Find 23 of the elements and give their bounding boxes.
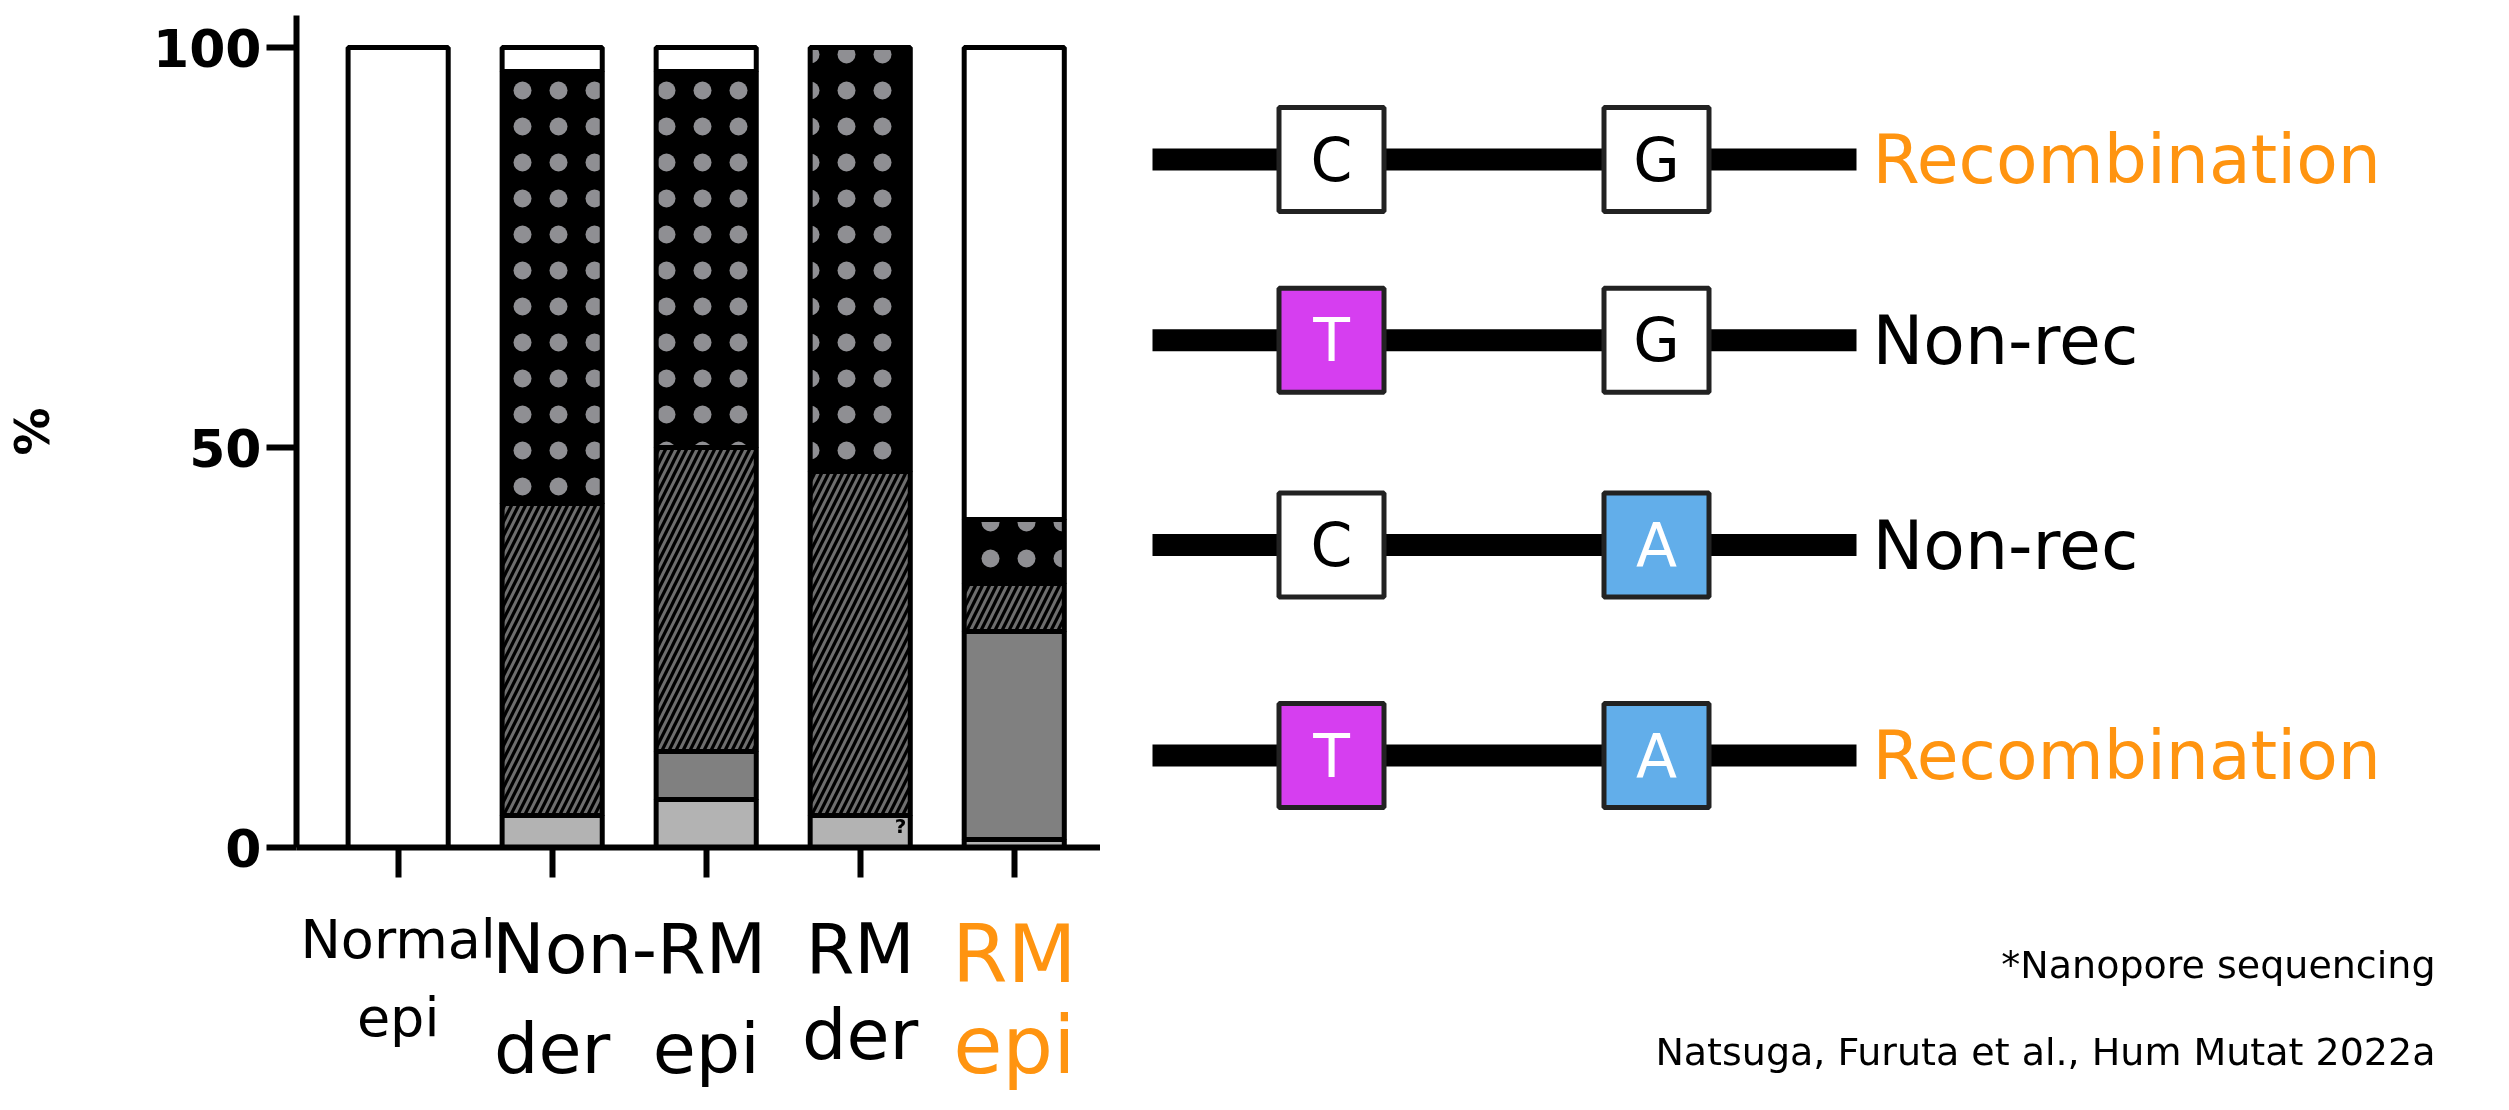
text: *Nanopore sequencing	[2001, 943, 2436, 988]
text: C	[1310, 510, 1353, 581]
x-tick-label: RM der	[802, 907, 919, 1076]
text: G	[1633, 124, 1680, 195]
y-tick-label: 50	[189, 418, 262, 479]
text: Natsuga, Furuta et al., Hum Mutat 2022a	[1655, 1030, 2436, 1075]
y-tick-label: 100	[152, 18, 262, 79]
text: A	[1635, 510, 1678, 581]
x-tick-label: der	[494, 1007, 611, 1090]
text: A	[1635, 720, 1678, 791]
x-tick-label: epi	[652, 1007, 760, 1090]
text: Recombination	[1872, 716, 2381, 795]
y-axis-title: %	[3, 407, 60, 456]
text: Recombination	[1872, 120, 2381, 199]
text: G	[1633, 305, 1680, 376]
text: C	[1310, 124, 1353, 195]
annotation: ?	[894, 813, 907, 838]
text: Non-rec	[1872, 300, 2139, 380]
y-tick-label: 0	[225, 818, 262, 879]
text: T	[1312, 305, 1351, 376]
text: T	[1312, 720, 1351, 791]
text: Non-rec	[1872, 505, 2139, 585]
x-tick-label: RM epi	[951, 907, 1077, 1092]
